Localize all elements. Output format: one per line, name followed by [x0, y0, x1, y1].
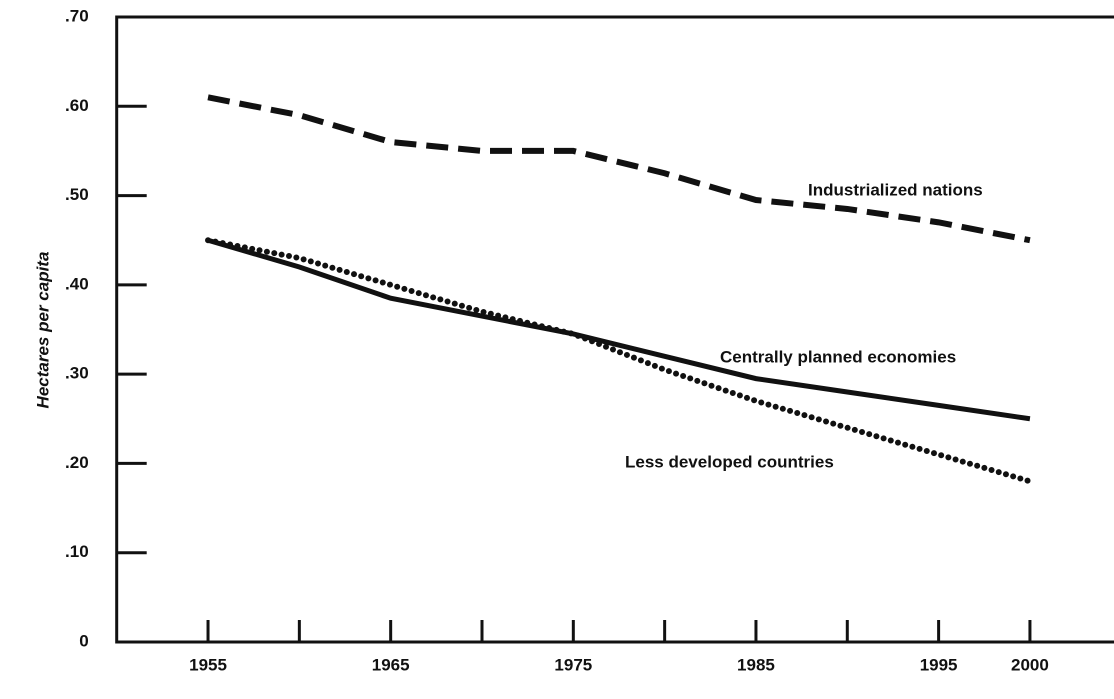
x-tick-label: 1985 — [737, 655, 775, 674]
y-tick-label: .20 — [65, 453, 89, 472]
x-tick-label: 1955 — [189, 655, 227, 674]
y-tick-label: .70 — [65, 6, 89, 25]
x-tick-label: 1965 — [372, 655, 410, 674]
x-tick-label: 2000 — [1011, 655, 1049, 674]
x-tick-label: 1995 — [920, 655, 958, 674]
series-label: Centrally planned economies — [720, 347, 956, 366]
axis-frame — [115, 15, 1114, 644]
y-tick-label: .10 — [65, 542, 89, 561]
y-axis-label: Hectares per capita — [33, 252, 52, 409]
y-tick-label: 0 — [79, 631, 88, 650]
series-line — [207, 94, 1031, 244]
y-tick-label: .40 — [65, 274, 89, 293]
y-tick-label: .30 — [65, 364, 89, 383]
series-line — [207, 237, 1031, 422]
series-line — [205, 237, 1033, 485]
series-label: Less developed countries — [625, 452, 834, 471]
y-tick-label: .50 — [65, 185, 89, 204]
y-tick-label: .60 — [65, 96, 89, 115]
x-tick-label: 1975 — [554, 655, 592, 674]
series-label: Industrialized nations — [808, 180, 983, 199]
